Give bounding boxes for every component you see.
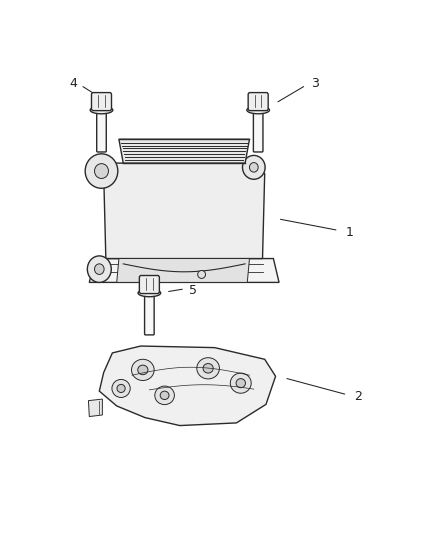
- Ellipse shape: [236, 378, 245, 387]
- FancyBboxPatch shape: [139, 276, 159, 294]
- Polygon shape: [99, 346, 276, 425]
- Ellipse shape: [117, 384, 125, 392]
- Ellipse shape: [90, 107, 113, 114]
- Ellipse shape: [138, 289, 161, 297]
- Polygon shape: [89, 259, 279, 282]
- FancyBboxPatch shape: [92, 93, 112, 111]
- Ellipse shape: [87, 256, 111, 282]
- Text: 1: 1: [346, 225, 353, 239]
- Text: 5: 5: [189, 284, 197, 297]
- Ellipse shape: [95, 164, 109, 179]
- Text: 4: 4: [69, 77, 77, 90]
- FancyBboxPatch shape: [97, 112, 106, 152]
- Ellipse shape: [230, 373, 251, 393]
- Ellipse shape: [203, 364, 213, 373]
- Text: 2: 2: [354, 390, 362, 403]
- Ellipse shape: [85, 154, 118, 188]
- Ellipse shape: [198, 270, 205, 278]
- FancyBboxPatch shape: [253, 112, 263, 152]
- Polygon shape: [119, 139, 250, 163]
- FancyBboxPatch shape: [145, 295, 154, 335]
- Ellipse shape: [155, 386, 174, 405]
- Ellipse shape: [243, 156, 265, 179]
- Ellipse shape: [160, 391, 169, 400]
- Ellipse shape: [95, 264, 104, 274]
- Text: 3: 3: [311, 77, 319, 90]
- FancyBboxPatch shape: [248, 93, 268, 111]
- Polygon shape: [117, 259, 250, 282]
- Ellipse shape: [250, 163, 258, 172]
- Ellipse shape: [247, 107, 269, 114]
- Polygon shape: [104, 163, 265, 259]
- Ellipse shape: [112, 379, 130, 398]
- Ellipse shape: [131, 359, 154, 381]
- Ellipse shape: [197, 358, 219, 379]
- Ellipse shape: [138, 365, 148, 375]
- Polygon shape: [88, 399, 102, 417]
